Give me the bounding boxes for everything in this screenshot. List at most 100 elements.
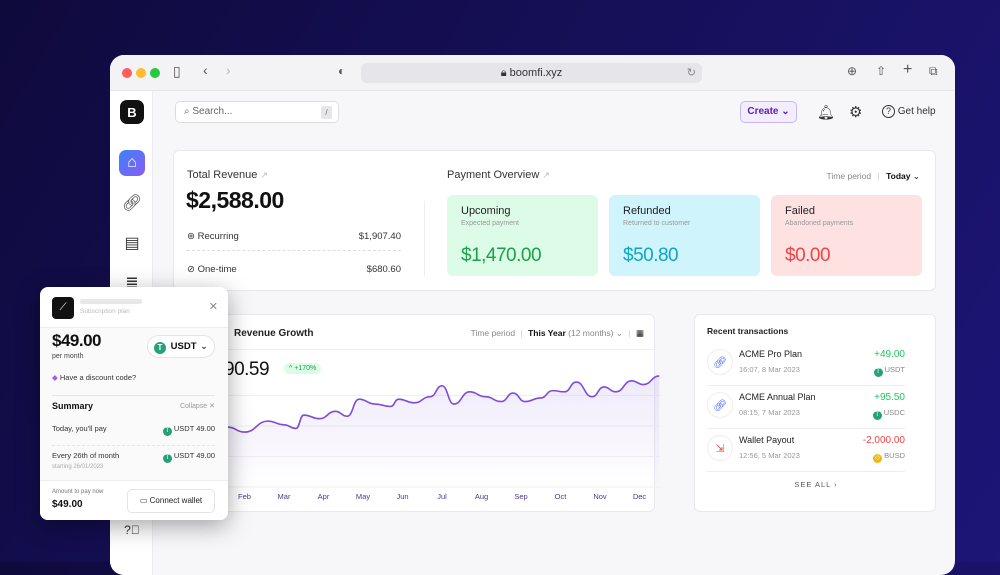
- divider: [52, 395, 215, 396]
- create-button[interactable]: Create ⌄: [740, 101, 797, 123]
- card-title: Upcoming: [461, 205, 511, 217]
- refunded-card[interactable]: Refunded Returned to customer $50.80: [609, 195, 760, 276]
- x-tick-label: Jul: [437, 492, 447, 501]
- transaction-row[interactable]: 🔗︎ ACME Pro Plan 16:07, 8 Mar 2023 +49.0…: [707, 343, 905, 386]
- price-period: per month: [52, 353, 84, 360]
- chart-line: [227, 375, 660, 433]
- x-tick-label: Aug: [475, 492, 488, 501]
- search-icon: ⌕: [184, 106, 193, 117]
- x-tick-label: Sep: [514, 492, 527, 501]
- x-tick-label: May: [356, 492, 370, 501]
- share-icon[interactable]: ⇧: [876, 64, 887, 78]
- x-tick-label: Dec: [633, 492, 647, 501]
- transaction-date: 12:56, 5 Mar 2023: [739, 451, 800, 460]
- search-input[interactable]: ⌕ Search... /: [175, 101, 339, 123]
- browser-toolbar: ▯ ‹ › ◐ 🔒︎ boomfi.xyz ↻ ⊕ ⇧ + ⧉: [110, 55, 955, 91]
- currency-label: BUSD: [884, 451, 905, 460]
- help-chat-icon[interactable]: ?⃞: [124, 523, 140, 537]
- transaction-currency: ◇ BUSD: [873, 451, 905, 463]
- upcoming-card[interactable]: Upcoming Expected payment $1,470.00: [447, 195, 598, 276]
- bell-icon[interactable]: 🔔︎: [817, 104, 835, 120]
- card-value: $0.00: [785, 245, 831, 266]
- transaction-amount: +49.00: [874, 349, 905, 360]
- today-label: Today, you'll pay: [52, 424, 107, 433]
- lock-icon: 🔒︎: [500, 67, 510, 79]
- document-icon[interactable]: ▤: [124, 235, 140, 252]
- address-bar[interactable]: 🔒︎ boomfi.xyz ↻: [361, 63, 702, 83]
- connect-wallet-button[interactable]: ▭ Connect wallet: [127, 489, 215, 513]
- amount-label: Amount to pay now: [52, 489, 104, 495]
- card-value: $1,470.00: [461, 245, 542, 266]
- close-window-button[interactable]: [122, 68, 132, 78]
- recent-transactions-card: Recent transactions 🔗︎ ACME Pro Plan 16:…: [694, 314, 936, 512]
- card-subtitle: Returned to customer: [623, 220, 691, 227]
- boomfi-logo[interactable]: B: [120, 100, 144, 124]
- collapse-label: Collapse: [179, 403, 208, 410]
- download-icon[interactable]: ⊕: [847, 64, 858, 78]
- external-link-icon[interactable]: ↗: [542, 170, 550, 180]
- forward-icon[interactable]: ›: [226, 62, 231, 78]
- see-all-link[interactable]: SEE ALL ›: [695, 480, 937, 489]
- time-period-value: This Year: [528, 328, 566, 338]
- tabs-icon[interactable]: ⧉: [929, 64, 938, 78]
- amount-value: $49.00: [52, 499, 83, 510]
- get-help-button[interactable]: ? Get help: [882, 105, 936, 118]
- new-tab-icon[interactable]: +: [903, 61, 913, 78]
- x-tick-label: Nov: [593, 492, 607, 501]
- sidebar-toggle-icon[interactable]: ▯: [173, 63, 181, 79]
- usdt-icon: T: [162, 427, 172, 436]
- see-all-label: SEE ALL: [794, 480, 832, 489]
- recurring-icon: ⊛: [187, 231, 195, 242]
- total-revenue-title: Total Revenue: [187, 169, 258, 181]
- minimize-window-button[interactable]: [136, 68, 146, 78]
- home-icon[interactable]: ⌂: [119, 150, 145, 176]
- wallet-payout-icon: ⇲: [707, 435, 733, 461]
- divider: [424, 201, 425, 276]
- transaction-date: 08:15, 7 Mar 2023: [739, 408, 800, 417]
- card-subtitle: Expected payment: [461, 220, 519, 227]
- revenue-growth-chart: Feb Mar Apr May Jun Jul Aug Sep Oct Nov Dec: [180, 375, 661, 501]
- checkout-footer: [40, 480, 228, 520]
- currency-select[interactable]: T USDT ⌄: [147, 335, 215, 358]
- merchant-logo: ⟋: [52, 297, 74, 319]
- close-icon[interactable]: ✕: [208, 301, 218, 313]
- x-tick-label: Mar: [278, 492, 291, 501]
- growth-change: +170%: [294, 365, 317, 372]
- tag-icon: ◆: [52, 373, 58, 382]
- transaction-row[interactable]: ⇲ Wallet Payout 12:56, 5 Mar 2023 -2,000…: [707, 429, 905, 472]
- external-link-icon[interactable]: ↗: [260, 170, 268, 180]
- plan-label: Subscription plan: [80, 308, 130, 315]
- x-tick-label: Oct: [555, 492, 568, 501]
- card-value: $50.80: [623, 245, 679, 266]
- calendar-icon[interactable]: ▦: [635, 328, 644, 338]
- usdt-icon: T: [154, 342, 166, 354]
- transactions-title: Recent transactions: [707, 326, 789, 336]
- collapse-button[interactable]: Collapse ✕: [179, 403, 215, 410]
- time-period-select[interactable]: Time period | Today ⌄: [826, 171, 920, 181]
- recurring-label: Recurring: [197, 231, 239, 242]
- discount-code-link[interactable]: ◆ Have a discount code?: [52, 373, 136, 382]
- growth-time-period-select[interactable]: Time period | This Year (12 months) ⌄ | …: [470, 328, 644, 338]
- usdt-icon: T: [162, 454, 172, 463]
- time-period-value: Today: [886, 171, 911, 181]
- shield-icon[interactable]: ◐: [338, 64, 346, 78]
- maximize-window-button[interactable]: [150, 68, 160, 78]
- url-text: boomfi.xyz: [509, 67, 563, 79]
- link-icon[interactable]: 🔗︎: [121, 195, 143, 212]
- plan-name-placeholder: [80, 299, 142, 304]
- growth-change-badge: ^ +170%: [284, 363, 322, 374]
- currency-label: USDT: [884, 365, 905, 374]
- gear-icon[interactable]: ⚙: [849, 104, 863, 121]
- chevron-down-icon: ⌄: [781, 106, 790, 117]
- reload-icon[interactable]: ↻: [686, 67, 696, 79]
- failed-card[interactable]: Failed Abandoned payments $0.00: [771, 195, 922, 276]
- one-time-label: One-time: [197, 264, 237, 275]
- transaction-row[interactable]: 🔗︎ ACME Annual Plan 08:15, 7 Mar 2023 +9…: [707, 386, 905, 429]
- chevron-down-icon: ⌄: [200, 341, 208, 352]
- growth-title: Revenue Growth: [234, 328, 314, 339]
- back-icon[interactable]: ‹: [203, 62, 208, 78]
- currency-label: USDC: [883, 408, 905, 417]
- link-icon: ⊘: [187, 264, 195, 275]
- payment-overview-title: Payment Overview: [447, 169, 540, 181]
- currency-value: USDT: [170, 341, 197, 352]
